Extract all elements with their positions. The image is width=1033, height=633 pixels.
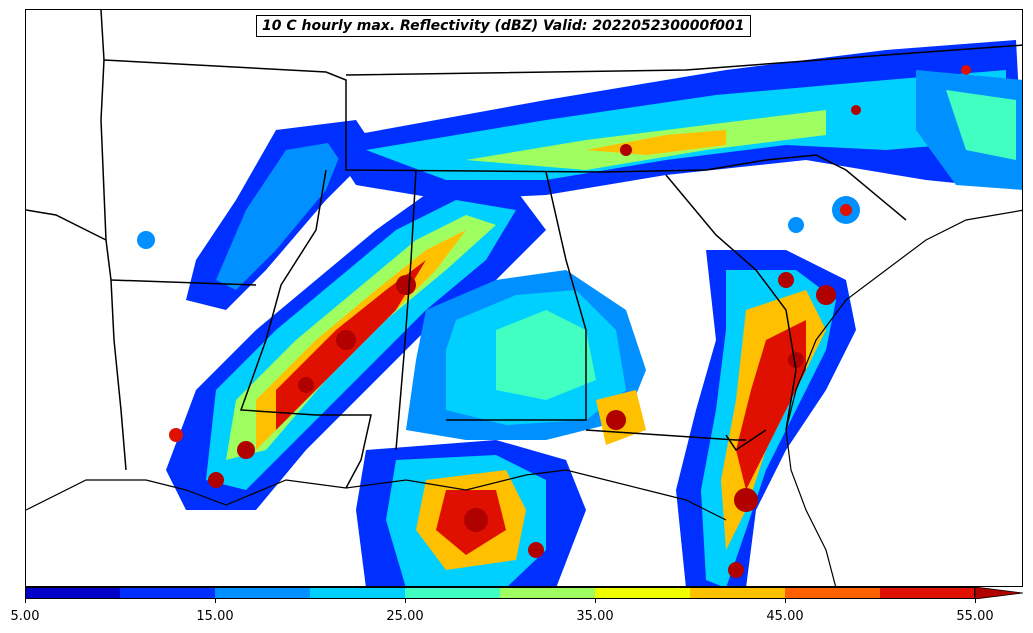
map-title: 10 C hourly max. Reflectivity (dBZ) Vali…: [256, 15, 751, 37]
colorbar-segment: [120, 587, 216, 599]
state-borders: [26, 10, 1022, 489]
colorbar-segment: [690, 587, 786, 599]
reflectivity-colorbar: [25, 587, 1023, 599]
colorbar-tick-label: 15.00: [196, 609, 234, 624]
colorbar-segment: [595, 587, 691, 599]
reflectivity-field: [137, 40, 1022, 586]
colorbar-extend-arrow: [974, 587, 1023, 599]
colorbar-segment: [25, 587, 121, 599]
colorbar-segment: [215, 587, 311, 599]
colorbar-segment: [500, 587, 596, 599]
colorbar-outline: [25, 587, 975, 599]
colorbar-tick-label: 55.00: [956, 609, 994, 624]
colorbar-segment: [785, 587, 881, 599]
coastline: [26, 209, 1022, 586]
colorbar-tick-mark: [595, 599, 596, 603]
colorbar-tick-mark: [975, 599, 976, 603]
colorbar-segment: [405, 587, 501, 599]
colorbar-segment: [880, 587, 976, 599]
colorbar-tick-label: 25.00: [386, 609, 424, 624]
colorbar-tick-mark: [25, 599, 26, 603]
colorbar-segment: [310, 587, 406, 599]
colorbar-tick-mark: [785, 599, 786, 603]
colorbar-tick-mark: [215, 599, 216, 603]
map-canvas: [26, 10, 1022, 586]
colorbar-tick-label: 35.00: [576, 609, 614, 624]
map-panel: [25, 9, 1023, 587]
colorbar-tick-label: 5.00: [10, 609, 40, 624]
colorbar-tick-mark: [405, 599, 406, 603]
colorbar-tick-label: 45.00: [766, 609, 804, 624]
